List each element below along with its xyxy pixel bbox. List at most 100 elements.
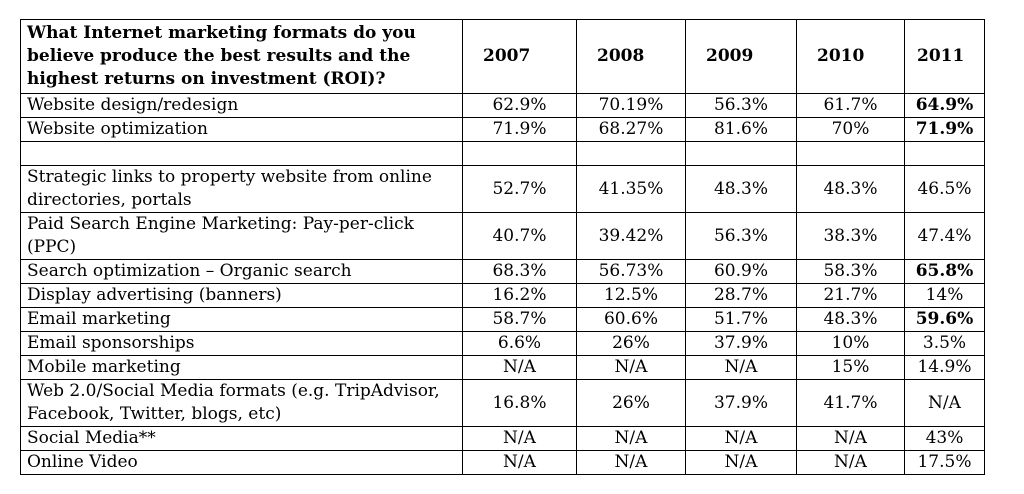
value-cell: 64.9% — [904, 93, 985, 118]
value-cell: 56.3% — [685, 212, 797, 260]
table-row: Email sponsorships 6.6% 26% 37.9% 10% 3.5% — [20, 331, 985, 356]
row-label: Strategic links to property website from… — [20, 165, 463, 213]
value-cell — [462, 141, 577, 166]
value-cell: 3.5% — [904, 331, 985, 356]
row-label: Email marketing — [20, 307, 463, 332]
value-cell: 58.3% — [796, 259, 905, 284]
value-cell: N/A — [904, 379, 985, 427]
value-cell: 59.6% — [904, 307, 985, 332]
row-label: Social Media** — [20, 426, 463, 451]
value-cell: 38.3% — [796, 212, 905, 260]
row-label: Search optimization – Organic search — [20, 259, 463, 284]
spacer-row — [20, 141, 985, 166]
question-header: What Internet marketing formats do you b… — [20, 19, 463, 94]
value-cell: N/A — [462, 450, 577, 475]
value-cell: 10% — [796, 331, 905, 356]
table-row: Strategic links to property website from… — [20, 165, 985, 213]
value-cell — [685, 141, 797, 166]
value-cell: 56.73% — [576, 259, 686, 284]
value-cell: 70.19% — [576, 93, 686, 118]
row-label: Email sponsorships — [20, 331, 463, 356]
value-cell: 6.6% — [462, 331, 577, 356]
value-cell: N/A — [462, 355, 577, 380]
value-cell: 41.35% — [576, 165, 686, 213]
roi-table-container: What Internet marketing formats do you b… — [20, 19, 985, 475]
value-cell: 65.8% — [904, 259, 985, 284]
header-row: What Internet marketing formats do you b… — [20, 19, 985, 94]
row-label: Web 2.0/Social Media formats (e.g. TripA… — [20, 379, 463, 427]
value-cell: 70% — [796, 117, 905, 142]
table-row: Mobile marketing N/A N/A N/A 15% 14.9% — [20, 355, 985, 380]
table-row: Website design/redesign 62.9% 70.19% 56.3% 6… — [20, 93, 985, 118]
value-cell: 48.3% — [685, 165, 797, 213]
value-cell: 40.7% — [462, 212, 577, 260]
year-header: 2009 — [685, 19, 797, 94]
value-cell: 14% — [904, 283, 985, 308]
value-cell: 60.6% — [576, 307, 686, 332]
value-cell: 12.5% — [576, 283, 686, 308]
value-cell: 56.3% — [685, 93, 797, 118]
value-cell: 81.6% — [685, 117, 797, 142]
row-label — [20, 141, 463, 166]
table-row: Search optimization – Organic search 68.3… — [20, 259, 985, 284]
value-cell: 16.8% — [462, 379, 577, 427]
value-cell: 14.9% — [904, 355, 985, 380]
value-cell: N/A — [576, 450, 686, 475]
table-row: Online Video N/A N/A N/A N/A 17.5% — [20, 450, 985, 475]
value-cell: N/A — [796, 426, 905, 451]
value-cell: 37.9% — [685, 379, 797, 427]
value-cell: 48.3% — [796, 307, 905, 332]
table-row: Website optimization 71.9% 68.27% 81.6% 70% 7… — [20, 117, 985, 142]
table-row: Web 2.0/Social Media formats (e.g. TripA… — [20, 379, 985, 427]
value-cell: 61.7% — [796, 93, 905, 118]
table-body: Website design/redesign 62.9% 70.19% 56.3% 6… — [20, 93, 985, 475]
row-label: Mobile marketing — [20, 355, 463, 380]
row-label: Display advertising (banners) — [20, 283, 463, 308]
year-header: 2010 — [796, 19, 905, 94]
value-cell: 26% — [576, 379, 686, 427]
value-cell: 46.5% — [904, 165, 985, 213]
year-header: 2011 — [904, 19, 985, 94]
value-cell: 62.9% — [462, 93, 577, 118]
value-cell: 58.7% — [462, 307, 577, 332]
roi-table: What Internet marketing formats do you b… — [20, 19, 985, 475]
value-cell: 39.42% — [576, 212, 686, 260]
value-cell: 26% — [576, 331, 686, 356]
value-cell: N/A — [685, 426, 797, 451]
value-cell: N/A — [685, 450, 797, 475]
value-cell: 60.9% — [685, 259, 797, 284]
value-cell: 51.7% — [685, 307, 797, 332]
year-header: 2008 — [576, 19, 686, 94]
value-cell — [576, 141, 686, 166]
value-cell: N/A — [685, 355, 797, 380]
value-cell — [904, 141, 985, 166]
value-cell: 21.7% — [796, 283, 905, 308]
value-cell: 48.3% — [796, 165, 905, 213]
value-cell: N/A — [796, 450, 905, 475]
value-cell — [796, 141, 905, 166]
value-cell: 68.3% — [462, 259, 577, 284]
value-cell: 15% — [796, 355, 905, 380]
value-cell: 71.9% — [904, 117, 985, 142]
value-cell: 16.2% — [462, 283, 577, 308]
value-cell: 47.4% — [904, 212, 985, 260]
row-label: Website optimization — [20, 117, 463, 142]
value-cell: 71.9% — [462, 117, 577, 142]
value-cell: N/A — [462, 426, 577, 451]
table-row: Display advertising (banners) 16.2% 12.5% 2… — [20, 283, 985, 308]
value-cell: 68.27% — [576, 117, 686, 142]
value-cell: 37.9% — [685, 331, 797, 356]
table-row: Paid Search Engine Marketing: Pay-per-cl… — [20, 212, 985, 260]
table-row: Social Media** N/A N/A N/A N/A 43% — [20, 426, 985, 451]
value-cell: 41.7% — [796, 379, 905, 427]
row-label: Online Video — [20, 450, 463, 475]
value-cell: 17.5% — [904, 450, 985, 475]
value-cell: N/A — [576, 355, 686, 380]
value-cell: 28.7% — [685, 283, 797, 308]
value-cell: 52.7% — [462, 165, 577, 213]
row-label: Paid Search Engine Marketing: Pay-per-cl… — [20, 212, 463, 260]
row-label: Website design/redesign — [20, 93, 463, 118]
year-header: 2007 — [462, 19, 577, 94]
value-cell: N/A — [576, 426, 686, 451]
value-cell: 43% — [904, 426, 985, 451]
